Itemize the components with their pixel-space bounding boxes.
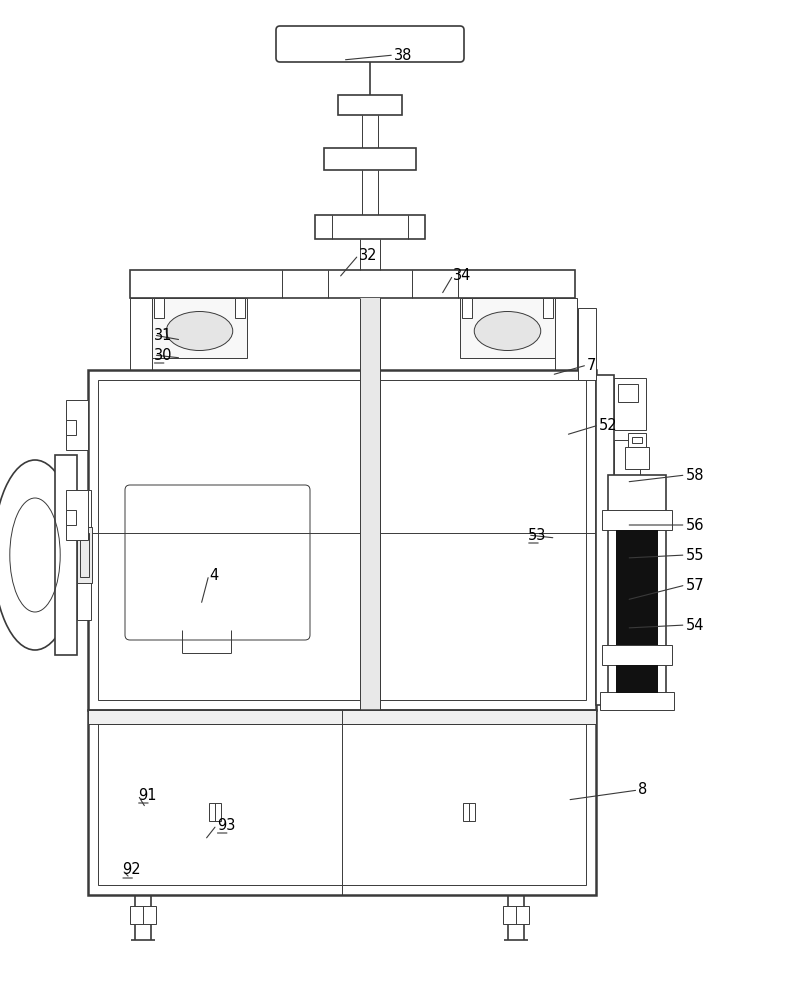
- Bar: [596, 375, 614, 705]
- Bar: [209, 803, 221, 821]
- Bar: [324, 148, 416, 170]
- Bar: [77, 490, 91, 540]
- Ellipse shape: [166, 312, 232, 351]
- Text: 54: 54: [686, 617, 704, 633]
- Bar: [600, 692, 674, 710]
- Bar: [338, 95, 402, 115]
- Bar: [460, 298, 555, 358]
- Text: 8: 8: [638, 782, 648, 798]
- Text: 57: 57: [686, 578, 704, 592]
- Bar: [632, 437, 642, 443]
- Bar: [130, 270, 575, 298]
- Bar: [77, 527, 92, 583]
- Text: 56: 56: [686, 518, 704, 532]
- Text: 31: 31: [154, 328, 172, 342]
- Bar: [152, 298, 247, 358]
- Bar: [66, 490, 88, 540]
- Ellipse shape: [474, 312, 541, 351]
- Bar: [555, 298, 577, 370]
- Text: 32: 32: [359, 247, 377, 262]
- Text: 30: 30: [154, 348, 172, 362]
- Text: 38: 38: [394, 47, 412, 62]
- Bar: [80, 533, 89, 577]
- Bar: [614, 440, 640, 475]
- Bar: [88, 710, 596, 724]
- Ellipse shape: [0, 460, 77, 650]
- Bar: [614, 485, 640, 520]
- Bar: [154, 298, 164, 318]
- Bar: [130, 906, 156, 924]
- Text: 7: 7: [587, 358, 597, 372]
- Bar: [628, 433, 646, 447]
- Bar: [66, 510, 76, 525]
- FancyBboxPatch shape: [276, 26, 464, 62]
- Bar: [55, 455, 77, 655]
- Bar: [360, 298, 380, 710]
- Bar: [625, 447, 649, 469]
- Text: 52: 52: [599, 418, 618, 432]
- Bar: [608, 475, 666, 700]
- Bar: [503, 906, 529, 924]
- Bar: [543, 298, 553, 318]
- Bar: [235, 298, 245, 318]
- Text: 92: 92: [122, 862, 141, 878]
- Bar: [462, 298, 472, 318]
- Bar: [77, 570, 91, 620]
- Bar: [602, 645, 672, 665]
- Text: 53: 53: [528, 528, 546, 542]
- Bar: [618, 384, 638, 402]
- Bar: [616, 530, 658, 645]
- Text: 91: 91: [138, 788, 156, 802]
- Bar: [98, 724, 586, 885]
- Bar: [88, 710, 596, 895]
- Text: 93: 93: [217, 818, 235, 832]
- Bar: [602, 510, 672, 530]
- Bar: [98, 380, 586, 700]
- Text: 4: 4: [209, 568, 218, 582]
- Text: 58: 58: [686, 468, 704, 483]
- Bar: [88, 370, 596, 710]
- Bar: [130, 298, 152, 370]
- Bar: [614, 378, 646, 430]
- Bar: [578, 308, 596, 380]
- Text: 34: 34: [453, 267, 471, 282]
- Bar: [66, 420, 76, 435]
- Text: 55: 55: [686, 548, 704, 562]
- Bar: [315, 215, 425, 239]
- Bar: [66, 400, 88, 450]
- Bar: [616, 665, 658, 693]
- Bar: [463, 803, 475, 821]
